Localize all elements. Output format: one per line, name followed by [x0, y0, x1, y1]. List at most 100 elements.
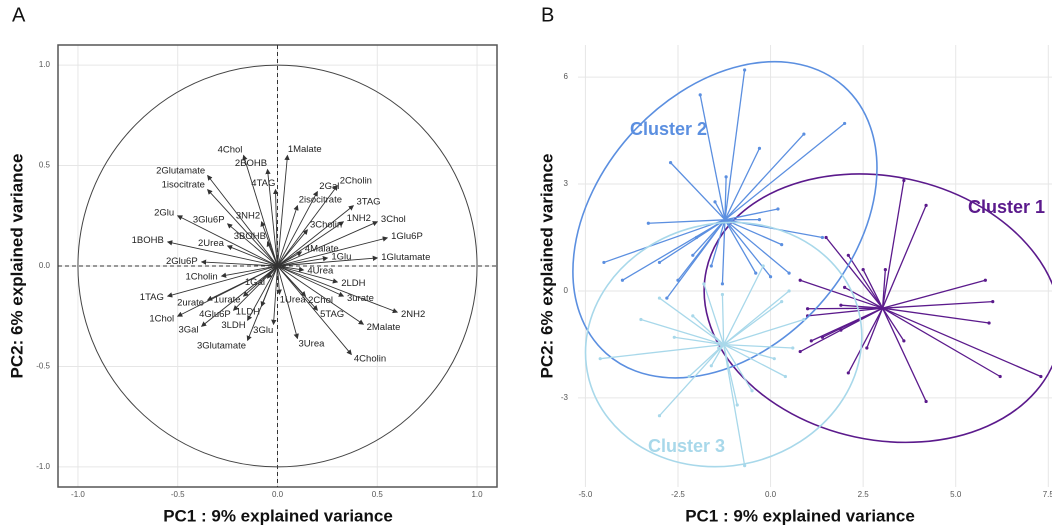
- loading-label: 1TAG: [140, 292, 164, 303]
- cluster-spoke: [882, 279, 986, 309]
- cluster-point: [783, 374, 787, 379]
- x-tick-label: 0.0: [765, 490, 777, 499]
- cluster-point: [820, 235, 825, 240]
- cluster-point: [987, 321, 991, 325]
- cluster-spoke: [723, 290, 790, 346]
- loading-label: 4Malate: [305, 243, 339, 254]
- cluster-spoke: [847, 307, 884, 374]
- loading-label: 2Cholin: [340, 175, 372, 186]
- cluster-spoke: [881, 269, 887, 309]
- cluster-spoke: [721, 219, 726, 284]
- x-tick-label: -0.5: [171, 490, 185, 499]
- cluster-spoke: [881, 205, 927, 309]
- cluster-label: Cluster 1: [968, 197, 1045, 217]
- cluster-spoke: [881, 307, 927, 402]
- cluster-spoke: [724, 219, 782, 246]
- cluster-ellipse: [584, 221, 863, 468]
- cluster-point: [776, 207, 780, 211]
- cluster-point: [602, 260, 606, 265]
- loading-label: 2Glu: [154, 208, 174, 219]
- cluster-point: [802, 132, 806, 136]
- cluster-spoke: [724, 69, 746, 220]
- cluster-spoke: [840, 304, 883, 309]
- y-axis-title: PC2: 6% explained variance: [7, 154, 26, 379]
- loading-arrow: [277, 184, 338, 267]
- cluster-point: [780, 300, 784, 304]
- loading-label: 3urate: [347, 293, 374, 304]
- cluster-label: Cluster 2: [630, 119, 707, 139]
- loading-label: 1LDH: [236, 306, 260, 317]
- cluster-spoke: [862, 269, 884, 309]
- cluster-spoke: [723, 344, 738, 406]
- loading-label: 4Urea: [307, 265, 334, 276]
- cluster-spoke: [723, 343, 793, 349]
- cluster-point: [809, 339, 813, 343]
- loading-label: 1isocitrate: [162, 180, 205, 191]
- cluster-point: [720, 282, 725, 286]
- cluster-point: [843, 285, 847, 289]
- loading-label: 2isocitrate: [299, 195, 342, 206]
- loading-label: 3Chol: [381, 214, 406, 225]
- loading-arrow: [265, 168, 278, 267]
- correlation-circle: [77, 64, 478, 468]
- cluster-spoke: [723, 318, 805, 346]
- loading-arrow: [277, 265, 299, 340]
- loading-label: 3Urea: [299, 339, 326, 350]
- cluster-spoke: [882, 307, 1042, 378]
- cluster-point: [754, 271, 758, 275]
- x-tick-label: -2.5: [671, 490, 685, 499]
- loading-label: 3LDH: [221, 320, 245, 331]
- panel-label: B: [541, 4, 554, 26]
- cluster-spoke: [866, 307, 884, 349]
- cluster-spoke: [688, 344, 725, 377]
- cluster-point: [646, 221, 650, 225]
- loading-label: 4Chol: [218, 144, 243, 155]
- cluster-point: [805, 307, 810, 311]
- cluster-spoke: [724, 148, 761, 221]
- cluster-point: [713, 200, 717, 204]
- cluster-spoke: [723, 265, 764, 345]
- cluster-spoke: [659, 297, 725, 346]
- y-tick-label: 0: [564, 286, 569, 295]
- cluster-point: [991, 300, 995, 304]
- cluster-point: [865, 346, 869, 350]
- cluster-spoke: [799, 279, 883, 309]
- cluster-point: [691, 314, 695, 318]
- loading-arrow: [277, 221, 345, 267]
- y-tick-label: 1.0: [39, 60, 51, 69]
- cluster-ellipse: [703, 173, 1052, 444]
- loading-label: 3Glu6P: [193, 214, 225, 225]
- loading-label: 2LDH: [341, 278, 365, 289]
- cluster-spoke: [807, 307, 883, 310]
- loading-label: 3Glutamate: [197, 340, 246, 351]
- cluster-spoke: [882, 307, 990, 324]
- cluster-point: [846, 371, 850, 375]
- x-tick-label: 1.0: [471, 490, 483, 499]
- cluster-point: [657, 414, 662, 418]
- loading-arrow: [226, 223, 278, 267]
- cluster-point: [757, 146, 762, 150]
- loading-arrow: [272, 188, 279, 267]
- loading-label: 2Glu6P: [166, 256, 198, 267]
- loading-label: 3Cholin: [310, 220, 342, 231]
- x-tick-label: 0.0: [272, 490, 284, 499]
- cluster-point: [772, 357, 776, 361]
- loading-arrow: [247, 265, 278, 322]
- cluster-point: [709, 264, 713, 268]
- loading-arrow: [207, 174, 278, 267]
- loading-label: 2BOHB: [235, 158, 267, 169]
- loading-label: 1Glutamate: [381, 252, 430, 263]
- loading-arrow: [176, 215, 278, 267]
- cluster-point: [698, 93, 702, 97]
- cluster-spoke: [721, 294, 725, 345]
- loading-label: 1urate: [214, 295, 241, 306]
- cluster-point: [724, 175, 728, 179]
- cluster-point: [620, 278, 625, 282]
- loading-label: 1Malate: [288, 144, 322, 155]
- cluster-spoke: [724, 122, 846, 221]
- loading-label: 2urate: [177, 297, 204, 308]
- loading-arrow: [277, 265, 305, 272]
- loading-arrow: [277, 265, 345, 297]
- cluster-spoke: [882, 307, 1001, 378]
- panel-label: A: [12, 4, 26, 26]
